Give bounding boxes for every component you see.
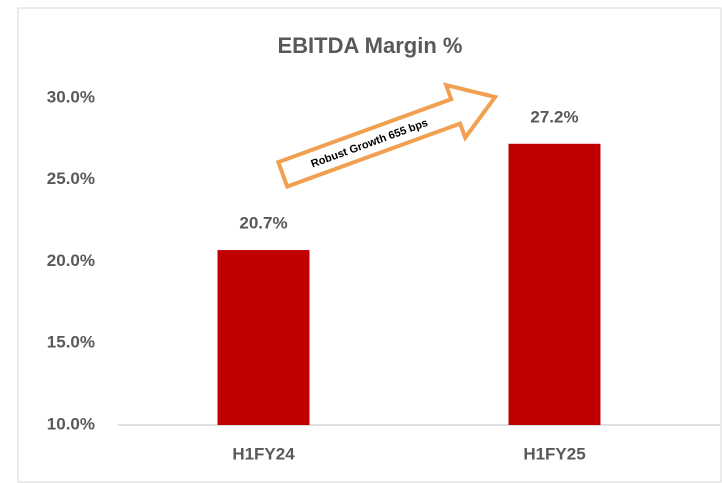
y-tick-label: 20.0% (47, 251, 95, 270)
y-tick-label: 30.0% (47, 87, 95, 106)
bar (508, 143, 601, 425)
y-tick-label: 15.0% (47, 333, 95, 352)
data-label: 27.2% (530, 107, 578, 126)
x-tick-label: H1FY24 (232, 444, 295, 463)
chart-border (17, 7, 722, 483)
y-tick-label: 10.0% (47, 414, 95, 433)
data-label: 20.7% (239, 214, 287, 233)
arrow-shape (275, 82, 499, 190)
x-tick-label: H1FY25 (523, 444, 585, 463)
bar (217, 250, 310, 425)
chart-title: EBITDA Margin % (278, 33, 463, 58)
y-tick-label: 25.0% (47, 169, 95, 188)
